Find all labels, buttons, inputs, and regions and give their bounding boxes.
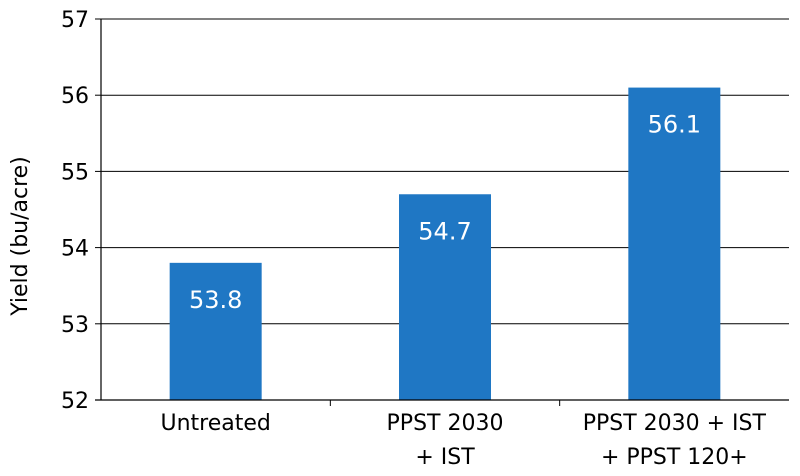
data-label: 53.8: [189, 286, 242, 314]
x-tick-label: PPST 2030: [387, 411, 504, 436]
y-axis-title: Yield (bu/acre): [8, 156, 33, 317]
bars: [169, 87, 721, 400]
y-tick-label: 52: [61, 389, 89, 414]
x-tick-labels: Untreated PPST 2030 + IST PPST 2030 + IST + …: [160, 411, 766, 470]
y-tick-labels: 52 53 54 55 56 57: [61, 8, 89, 414]
y-tick-label: 56: [61, 84, 89, 109]
y-tick-label: 53: [61, 313, 89, 338]
bar: [399, 194, 491, 400]
data-label: 54.7: [418, 217, 471, 245]
axes: [95, 18, 789, 406]
data-label: 56.1: [648, 111, 701, 139]
value-labels: 53.8 54.7 56.1: [189, 111, 701, 314]
y-tick-label: 54: [61, 237, 89, 262]
y-tick-label: 55: [61, 160, 89, 185]
x-tick-label: + PPST 120+: [601, 445, 748, 470]
x-tick-label: + IST: [415, 445, 475, 470]
bar: [169, 262, 262, 400]
y-tick-label: 57: [61, 8, 89, 33]
x-tick-label: Untreated: [160, 411, 270, 436]
x-tick-label: PPST 2030 + IST: [583, 411, 767, 436]
bar: [628, 87, 721, 400]
